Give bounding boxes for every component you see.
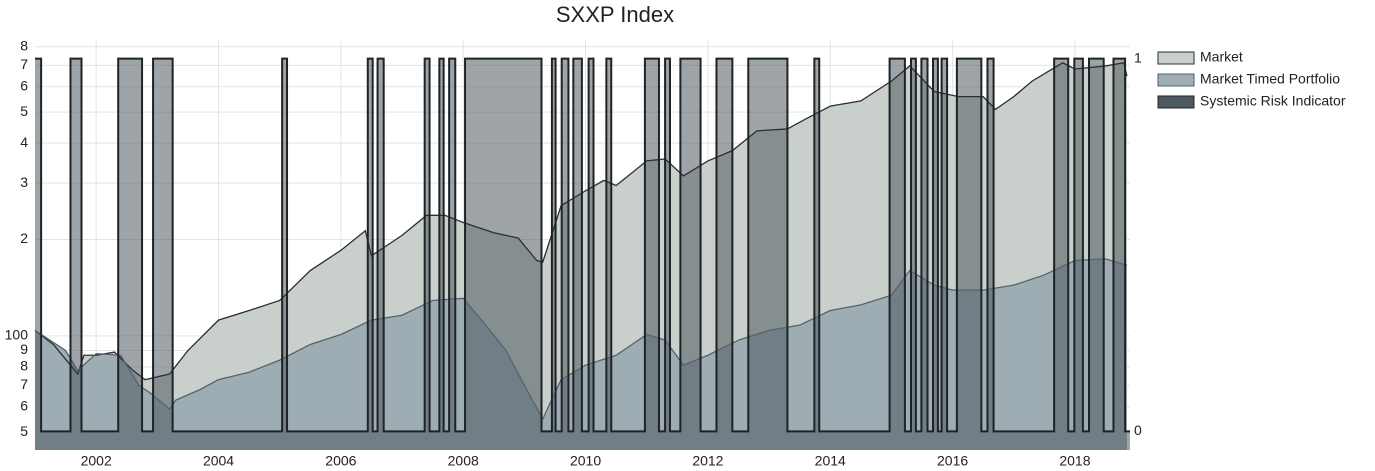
x-tick-label: 2004 — [203, 453, 234, 469]
x-tick-label: 2018 — [1059, 453, 1090, 469]
y-tick-label: 5 — [20, 423, 28, 439]
legend-swatch — [1157, 73, 1195, 87]
chart-title: SXXP Index — [556, 2, 674, 27]
x-tick-label: 2014 — [815, 453, 846, 469]
y-tick-label: 9 — [20, 341, 28, 357]
y2-tick-label: 0 — [1134, 422, 1142, 438]
y-tick-label: 7 — [20, 376, 28, 392]
y2-tick-label: 1 — [1134, 49, 1142, 65]
legend-swatch — [1157, 51, 1195, 65]
y-tick-label: 8 — [20, 358, 28, 374]
x-tick-label: 2016 — [937, 453, 968, 469]
legend-label: Market Timed Portfolio — [1200, 71, 1340, 87]
line — [35, 57, 1130, 433]
y-tick-label: 100 — [5, 327, 29, 343]
x-tick-label: 2008 — [448, 453, 479, 469]
legend-label: Market — [1200, 49, 1243, 65]
legend-label: Systemic Risk Indicator — [1200, 93, 1346, 109]
y-tick-label: 7 — [20, 56, 28, 72]
y-tick-label: 4 — [20, 134, 28, 150]
x-tick-label: 2012 — [692, 453, 723, 469]
x-tick-label: 2006 — [325, 453, 356, 469]
legend-swatch — [1157, 95, 1195, 109]
y-tick-label: 2 — [20, 230, 28, 246]
y-tick-label: 8 — [20, 37, 28, 53]
x-tick-label: 2002 — [81, 453, 112, 469]
x-tick-label: 2010 — [570, 453, 601, 469]
y-tick-label: 3 — [20, 174, 28, 190]
y-tick-label: 6 — [20, 77, 28, 93]
line — [34, 258, 1128, 421]
y-tick-label: 6 — [20, 398, 28, 414]
y-tick-label: 5 — [20, 103, 28, 119]
